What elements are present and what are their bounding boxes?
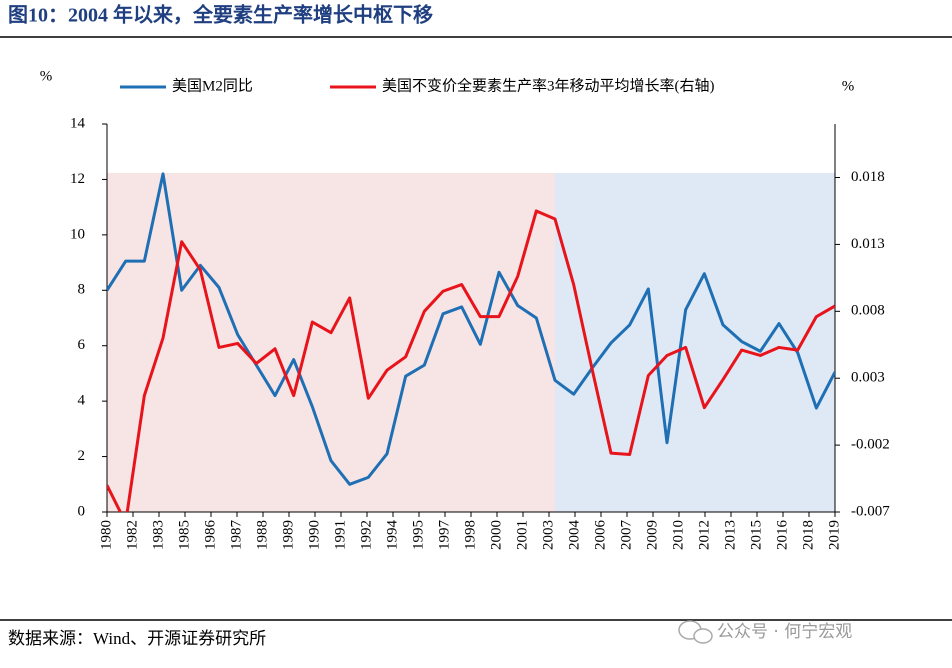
- legend-label: 美国不变价全要素生产率3年移动平均增长率(右轴): [382, 76, 715, 94]
- watermark: 公众号 · 何宁宏观: [717, 622, 852, 642]
- x-tick-label: 2015: [748, 520, 764, 550]
- y-tick-label: 6: [78, 337, 86, 353]
- x-tick-label: 2019: [826, 520, 842, 550]
- x-tick-label: 2013: [722, 520, 738, 550]
- y-tick-label: 12: [70, 171, 85, 187]
- shade-post-2004: [555, 173, 835, 512]
- x-tick-label: 1998: [462, 520, 478, 550]
- y-tick-label: 2: [78, 448, 86, 464]
- watermark-icon: [678, 620, 713, 644]
- x-tick-label: 1986: [202, 520, 218, 551]
- x-tick-label: 2018: [800, 520, 816, 550]
- x-tick-label: 1995: [410, 520, 426, 550]
- x-tick-label: 2007: [618, 520, 634, 551]
- x-tick-label: 1994: [384, 520, 400, 551]
- x-tick-label: 1997: [436, 520, 452, 551]
- y2-tick-label: 0.008: [851, 303, 885, 319]
- x-tick-label: 1985: [176, 520, 192, 550]
- x-tick-label: 2003: [540, 520, 556, 550]
- x-tick-label: 1992: [358, 520, 374, 550]
- series-line: [107, 172, 835, 486]
- x-tick-label: 2016: [774, 520, 790, 551]
- y2-tick-label: -0.007: [851, 503, 890, 519]
- x-tick-label: 1989: [280, 520, 296, 550]
- series-line: [107, 209, 835, 512]
- x-tick-label: 2012: [696, 520, 712, 550]
- x-tick-label: 2010: [670, 520, 686, 550]
- y2-unit: %: [842, 78, 855, 94]
- source: 数据来源：Wind、开源证券研究所: [8, 629, 266, 648]
- x-tick-label: 1982: [124, 520, 140, 550]
- x-tick-label: 1990: [306, 520, 322, 550]
- x-tick-label: 2009: [644, 520, 660, 550]
- x-tick-label: 1980: [98, 520, 114, 550]
- y2-tick-label: 0.003: [851, 370, 885, 386]
- y-tick-label: 0: [78, 503, 86, 519]
- y-tick-label: 14: [70, 115, 86, 131]
- x-tick-label: 1987: [228, 520, 244, 551]
- y2-tick-label: 0.018: [851, 169, 885, 185]
- x-tick-label: 2001: [514, 520, 530, 550]
- legend-label: 美国M2同比: [172, 77, 253, 94]
- y2-tick-label: -0.002: [851, 437, 890, 453]
- x-tick-label: 2000: [488, 520, 504, 550]
- x-tick-label: 2004: [566, 520, 582, 551]
- x-tick-label: 1991: [332, 520, 348, 550]
- y-unit: %: [40, 68, 53, 84]
- y2-tick-label: 0.013: [851, 236, 885, 252]
- x-tick-label: 1983: [150, 520, 166, 550]
- x-tick-label: 1988: [254, 520, 270, 550]
- y-tick-label: 10: [70, 226, 85, 242]
- y-tick-label: 8: [78, 282, 86, 298]
- x-tick-label: 2006: [592, 520, 608, 551]
- y-tick-label: 4: [78, 393, 86, 409]
- chart-title: 图10：2004 年以来，全要素生产率增长中枢下移: [8, 3, 433, 27]
